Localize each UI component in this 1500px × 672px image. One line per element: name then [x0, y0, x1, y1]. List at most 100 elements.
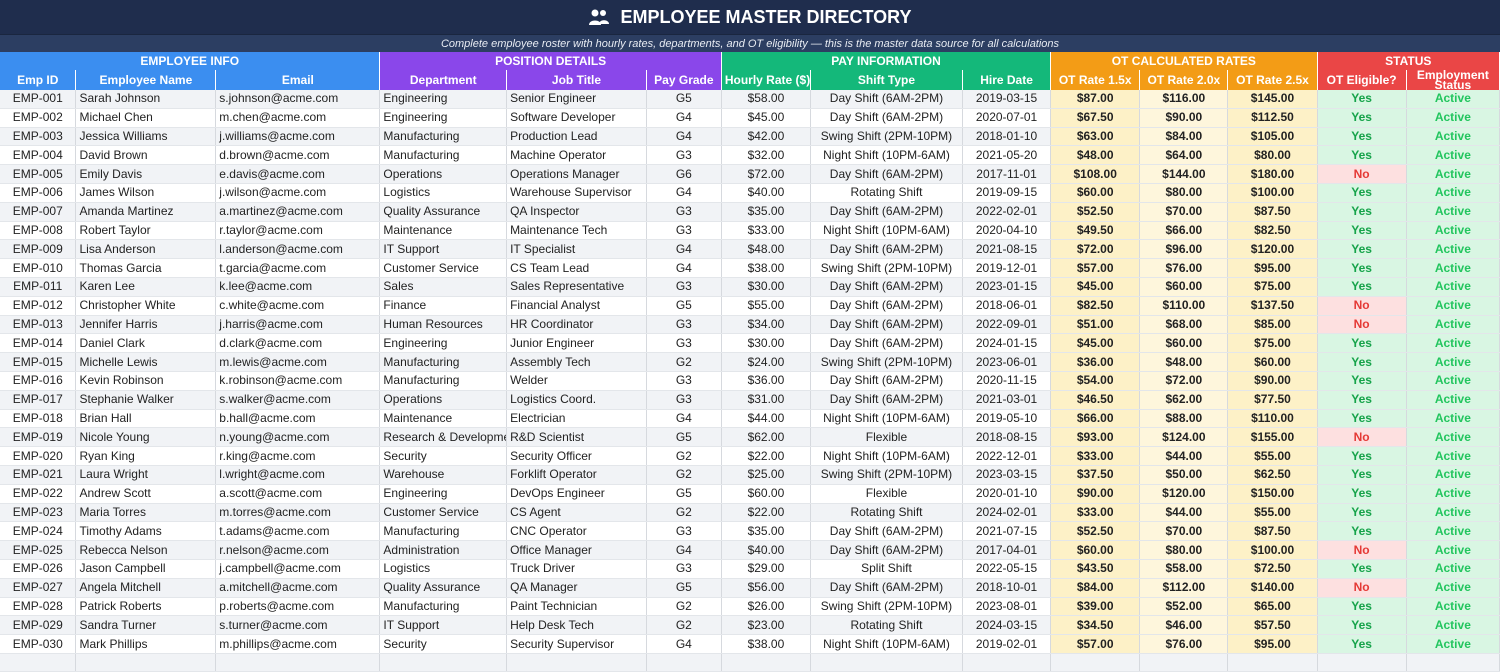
cell-hire-date[interactable]: 2021-07-15 — [962, 521, 1052, 542]
cell-employee-name[interactable]: Jennifer Harris — [75, 315, 217, 335]
cell-job-title[interactable]: Help Desk Tech — [506, 615, 647, 636]
cell-department[interactable]: Manufacturing — [379, 521, 508, 542]
cell-hourly-rate[interactable]: $45.00 — [721, 108, 812, 128]
empty-cell[interactable] — [646, 653, 722, 672]
cell-hourly-rate[interactable]: $23.00 — [721, 615, 812, 636]
cell-shift-type[interactable]: Flexible — [810, 484, 963, 504]
cell-hire-date[interactable]: 2024-03-15 — [962, 615, 1052, 636]
table-row[interactable]: EMP-017 Stephanie Walker s.walker@acme.com… — [0, 390, 1500, 410]
cell-department[interactable]: Operations — [379, 164, 508, 184]
cell-hourly-rate[interactable]: $29.00 — [721, 559, 812, 579]
cell-employment-status[interactable]: Active — [1406, 540, 1500, 560]
col-job-title[interactable]: Job Title — [506, 70, 647, 90]
cell-ot-eligible[interactable]: Yes — [1317, 390, 1407, 410]
cell-emp-id[interactable]: EMP-010 — [0, 258, 77, 278]
cell-employee-name[interactable]: Karen Lee — [75, 277, 217, 297]
cell-shift-type[interactable]: Swing Shift (2PM-10PM) — [810, 258, 963, 278]
cell-pay-grade[interactable]: G4 — [646, 183, 722, 203]
cell-emp-id[interactable]: EMP-013 — [0, 315, 77, 335]
cell-ot-rate-1-5x[interactable]: $63.00 — [1050, 127, 1141, 147]
cell-ot-rate-2-0x[interactable]: $58.00 — [1139, 559, 1229, 579]
col-emp-id[interactable]: Emp ID — [0, 70, 77, 90]
cell-shift-type[interactable]: Night Shift (10PM-6AM) — [810, 409, 963, 429]
cell-emp-id[interactable]: EMP-009 — [0, 239, 77, 260]
cell-ot-rate-1-5x[interactable]: $45.00 — [1050, 277, 1141, 297]
cell-shift-type[interactable]: Day Shift (6AM-2PM) — [810, 578, 963, 598]
cell-email[interactable]: r.nelson@acme.com — [215, 540, 381, 560]
cell-employment-status[interactable]: Active — [1406, 390, 1500, 410]
cell-hourly-rate[interactable]: $32.00 — [721, 145, 812, 166]
cell-employee-name[interactable]: James Wilson — [75, 183, 217, 203]
cell-ot-rate-2-0x[interactable]: $80.00 — [1139, 540, 1229, 560]
cell-employment-status[interactable]: Active — [1406, 352, 1500, 372]
cell-pay-grade[interactable]: G4 — [646, 258, 722, 278]
cell-ot-rate-2-0x[interactable]: $44.00 — [1139, 503, 1229, 523]
cell-department[interactable]: Customer Service — [379, 503, 508, 523]
cell-employment-status[interactable]: Active — [1406, 202, 1500, 222]
empty-cell[interactable] — [0, 653, 77, 672]
cell-hire-date[interactable]: 2022-09-01 — [962, 315, 1052, 335]
cell-ot-rate-2-5x[interactable]: $80.00 — [1227, 145, 1318, 166]
cell-email[interactable]: j.campbell@acme.com — [215, 559, 381, 579]
cell-ot-rate-2-5x[interactable]: $137.50 — [1227, 296, 1318, 316]
cell-shift-type[interactable]: Day Shift (6AM-2PM) — [810, 202, 963, 222]
cell-emp-id[interactable]: EMP-025 — [0, 540, 77, 560]
cell-ot-eligible[interactable]: Yes — [1317, 503, 1407, 523]
cell-job-title[interactable]: Maintenance Tech — [506, 221, 647, 241]
cell-ot-rate-2-5x[interactable]: $112.50 — [1227, 108, 1318, 128]
cell-email[interactable]: c.white@acme.com — [215, 296, 381, 316]
cell-employment-status[interactable]: Active — [1406, 521, 1500, 542]
cell-ot-rate-1-5x[interactable]: $54.00 — [1050, 371, 1141, 391]
cell-ot-rate-1-5x[interactable]: $57.00 — [1050, 258, 1141, 278]
cell-department[interactable]: Manufacturing — [379, 145, 508, 166]
cell-ot-rate-1-5x[interactable]: $72.00 — [1050, 239, 1141, 260]
cell-employment-status[interactable]: Active — [1406, 559, 1500, 579]
cell-employee-name[interactable]: Brian Hall — [75, 409, 217, 429]
cell-emp-id[interactable]: EMP-011 — [0, 277, 77, 297]
cell-pay-grade[interactable]: G4 — [646, 108, 722, 128]
cell-ot-eligible[interactable]: Yes — [1317, 597, 1407, 617]
cell-email[interactable]: t.adams@acme.com — [215, 521, 381, 542]
cell-job-title[interactable]: Machine Operator — [506, 145, 647, 166]
cell-ot-eligible[interactable]: Yes — [1317, 239, 1407, 260]
table-row[interactable]: EMP-029 Sandra Turner s.turner@acme.com IT … — [0, 615, 1500, 636]
table-row[interactable]: EMP-001 Sarah Johnson s.johnson@acme.com En… — [0, 90, 1500, 109]
cell-hourly-rate[interactable]: $40.00 — [721, 540, 812, 560]
cell-employment-status[interactable]: Active — [1406, 465, 1500, 485]
table-row[interactable]: EMP-005 Emily Davis e.davis@acme.com Operat… — [0, 164, 1500, 184]
cell-employment-status[interactable]: Active — [1406, 108, 1500, 128]
table-row[interactable]: EMP-014 Daniel Clark d.clark@acme.com Engin… — [0, 333, 1500, 354]
cell-shift-type[interactable]: Swing Shift (2PM-10PM) — [810, 352, 963, 372]
cell-ot-eligible[interactable]: Yes — [1317, 446, 1407, 466]
cell-employment-status[interactable]: Active — [1406, 315, 1500, 335]
cell-ot-rate-2-0x[interactable]: $62.00 — [1139, 390, 1229, 410]
cell-pay-grade[interactable]: G3 — [646, 371, 722, 391]
cell-hire-date[interactable]: 2020-04-10 — [962, 221, 1052, 241]
cell-employee-name[interactable]: Ryan King — [75, 446, 217, 466]
cell-ot-rate-2-5x[interactable]: $72.50 — [1227, 559, 1318, 579]
cell-emp-id[interactable]: EMP-006 — [0, 183, 77, 203]
cell-shift-type[interactable]: Night Shift (10PM-6AM) — [810, 145, 963, 166]
cell-hourly-rate[interactable]: $36.00 — [721, 371, 812, 391]
cell-job-title[interactable]: CNC Operator — [506, 521, 647, 542]
cell-job-title[interactable]: Senior Engineer — [506, 90, 647, 109]
cell-pay-grade[interactable]: G2 — [646, 503, 722, 523]
cell-hire-date[interactable]: 2018-08-15 — [962, 427, 1052, 448]
cell-hourly-rate[interactable]: $35.00 — [721, 521, 812, 542]
cell-employee-name[interactable]: Sarah Johnson — [75, 90, 217, 109]
cell-department[interactable]: Maintenance — [379, 409, 508, 429]
cell-department[interactable]: Manufacturing — [379, 352, 508, 372]
cell-job-title[interactable]: Junior Engineer — [506, 333, 647, 354]
table-row[interactable]: EMP-030 Mark Phillips m.phillips@acme.com S… — [0, 634, 1500, 654]
cell-ot-rate-2-0x[interactable]: $64.00 — [1139, 145, 1229, 166]
cell-department[interactable]: IT Support — [379, 239, 508, 260]
cell-ot-rate-2-5x[interactable]: $85.00 — [1227, 315, 1318, 335]
cell-shift-type[interactable]: Day Shift (6AM-2PM) — [810, 239, 963, 260]
cell-hire-date[interactable]: 2021-03-01 — [962, 390, 1052, 410]
cell-ot-eligible[interactable]: Yes — [1317, 484, 1407, 504]
cell-shift-type[interactable]: Swing Shift (2PM-10PM) — [810, 597, 963, 617]
cell-job-title[interactable]: IT Specialist — [506, 239, 647, 260]
cell-ot-rate-2-0x[interactable]: $60.00 — [1139, 277, 1229, 297]
cell-employment-status[interactable]: Active — [1406, 484, 1500, 504]
cell-email[interactable]: k.robinson@acme.com — [215, 371, 381, 391]
